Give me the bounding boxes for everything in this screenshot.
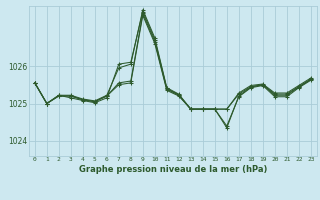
X-axis label: Graphe pression niveau de la mer (hPa): Graphe pression niveau de la mer (hPa) bbox=[79, 165, 267, 174]
